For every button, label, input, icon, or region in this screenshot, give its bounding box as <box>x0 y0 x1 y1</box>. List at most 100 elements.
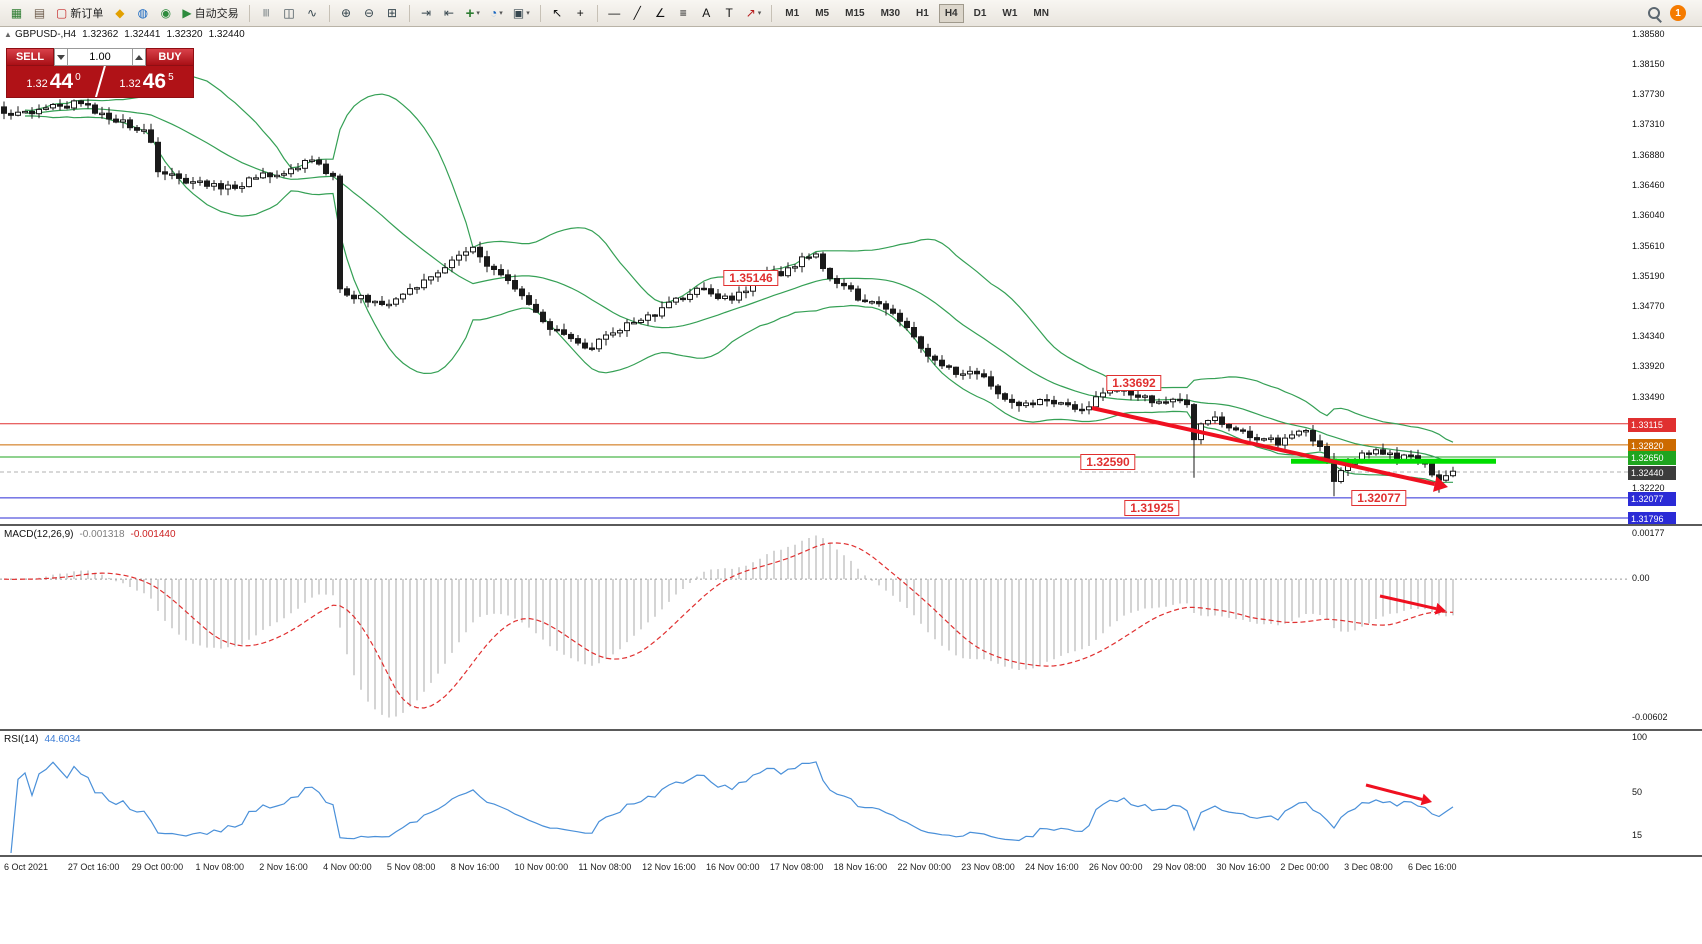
toolbar-button-new-order[interactable]: ▢ 新订单 <box>52 3 107 24</box>
toolbar-button-label-tool[interactable]: T <box>719 3 740 24</box>
time-label: 29 Nov 08:00 <box>1152 862 1207 872</box>
toolbar-button-fibonacci-tool[interactable]: ∠ <box>650 3 671 24</box>
toolbar-button-autotrading[interactable]: ▶ 自动交易 <box>178 3 242 24</box>
toolbar-button-channel-tool[interactable]: ≡ <box>673 3 694 24</box>
panel-separator[interactable] <box>0 855 1702 857</box>
price-tick: 1.37310 <box>1632 119 1665 130</box>
toolbar-button-tile-windows[interactable]: ⊞ <box>382 3 403 24</box>
macd-axis[interactable]: 0.00177 0.00 -0.00602 <box>1628 526 1702 729</box>
toolbar-button-crosshair[interactable]: + <box>570 3 591 24</box>
macd-canvas[interactable] <box>0 526 1702 729</box>
toolbar-separator <box>771 4 773 22</box>
time-label: 11 Nov 08:00 <box>578 862 632 872</box>
timeframe-button-D1[interactable]: D1 <box>973 7 987 19</box>
time-label: 10 Nov 00:00 <box>514 862 569 872</box>
price-annotation[interactable]: 1.32077 <box>1351 490 1407 506</box>
triangle-up-icon <box>135 54 143 60</box>
crosshair-icon: + <box>576 6 584 20</box>
lot-increase-button[interactable] <box>132 48 146 66</box>
toolbar-button-zoom-out[interactable]: ⊖ <box>359 3 380 24</box>
price-tick: 1.36040 <box>1632 209 1665 220</box>
price-axis[interactable]: 1.38580 1.38150 1.37730 1.37310 1.36880 1.364… <box>1628 27 1702 526</box>
rsi-axis[interactable]: 100 50 15 <box>1628 731 1702 855</box>
sell-button[interactable]: SELL <box>6 48 54 66</box>
toolbar-button-new-chart[interactable]: ▦ <box>6 3 27 24</box>
timeframe-button-M5[interactable]: M5 <box>815 7 830 19</box>
cursor-icon: ↖ <box>552 6 563 20</box>
timeframe-button-H4[interactable]: H4 <box>938 3 964 23</box>
market-watch-icon: ◍ <box>137 6 149 20</box>
toolbar-button-text-tool[interactable]: A <box>696 3 717 24</box>
lot-size-input[interactable] <box>68 48 132 66</box>
toolbar-button-community[interactable]: ◉ <box>155 3 176 24</box>
snapshot-icon: ▣ <box>512 6 525 20</box>
timeframe-button-H1[interactable]: H1 <box>916 7 929 19</box>
toolbar-button-market-watch[interactable]: ◍ <box>132 3 153 24</box>
toolbar-button-profiles[interactable]: ▤ <box>29 3 50 24</box>
metaeditor-icon: ◆ <box>115 6 125 20</box>
autotrading-label: 自动交易 <box>194 8 239 20</box>
price-tick: 1.36460 <box>1632 179 1665 190</box>
toolbar-button-auto-scroll[interactable]: ⇥ <box>416 3 437 24</box>
price-chart-canvas[interactable] <box>0 27 1702 524</box>
toolbar-button-indicators[interactable]: + ▾ <box>462 3 484 24</box>
time-label: 16 Nov 00:00 <box>706 862 760 872</box>
ohlc-low: 1.32320 <box>166 29 203 40</box>
sell-price[interactable]: 1.32 44 0 <box>7 66 100 97</box>
macd-panel: MACD(12,26,9) -0.001318 -0.001440 0.00177 … <box>0 526 1702 729</box>
trade-panel-collapse-toggle[interactable]: ▲ <box>4 30 12 39</box>
channel-tool-icon: ≡ <box>679 6 687 20</box>
buy-price[interactable]: 1.32 46 5 <box>100 66 193 97</box>
buy-button[interactable]: BUY <box>146 48 194 66</box>
toolbar-button-hline-tool[interactable]: — <box>604 3 625 24</box>
toolbar-button-chart-bars[interactable]: ||| <box>256 3 277 24</box>
price-tick: 1.32220 <box>1632 482 1665 493</box>
price-annotation[interactable]: 1.35146 <box>723 270 779 286</box>
rsi-header: RSI(14) 44.6034 <box>4 734 81 745</box>
toolbar-button-metaeditor[interactable]: ◆ <box>109 3 130 24</box>
toolbar-button-chart-line[interactable]: ∿ <box>302 3 323 24</box>
toolbar-button-chart-candles[interactable]: ◫ <box>279 3 300 24</box>
timeframe-button-M15[interactable]: M15 <box>845 7 865 19</box>
timeframe-button-MN[interactable]: MN <box>1033 7 1049 19</box>
toolbar-button-chart-shift[interactable]: ⇤ <box>439 3 460 24</box>
toolbar-button-snapshot[interactable]: ▣ ▾ <box>509 3 534 24</box>
panel-separator[interactable] <box>0 524 1702 526</box>
zoom-out-icon: ⊖ <box>364 6 375 20</box>
ohlc-high: 1.32441 <box>124 29 161 40</box>
price-tick: 1.36880 <box>1632 149 1665 160</box>
new-order-icon: ▢ <box>56 6 68 20</box>
cycles-icon: ◔ <box>489 6 498 20</box>
ohlc-info: GBPUSD-,H4 1.32362 1.32441 1.32320 1.32440 <box>15 29 251 40</box>
toolbar-button-cycles[interactable]: ◔ ▾ <box>486 3 507 24</box>
panel-separator[interactable] <box>0 729 1702 731</box>
toolbar-button-trendline-tool[interactable]: ╱ <box>627 3 648 24</box>
toolbar-button-arrows-tool[interactable]: ↗ ▾ <box>742 3 766 24</box>
price-tick: 1.33490 <box>1632 392 1665 403</box>
rsi-canvas[interactable] <box>0 731 1702 855</box>
notification-badge[interactable]: 1 <box>1670 5 1686 21</box>
trendline-tool-icon: ╱ <box>633 6 641 20</box>
dropdown-arrow-icon: ▾ <box>757 10 762 17</box>
time-label: 4 Nov 00:00 <box>323 862 372 872</box>
toolbar-button-zoom-in[interactable]: ⊕ <box>336 3 357 24</box>
dropdown-arrow-icon: ▾ <box>526 10 530 17</box>
price-annotation[interactable]: 1.31925 <box>1124 500 1180 516</box>
toolbar-button-cursor[interactable]: ↖ <box>547 3 568 24</box>
rsi-axis-bottom: 15 <box>1632 830 1643 840</box>
price-tick: 1.38580 <box>1632 28 1665 39</box>
price-annotation[interactable]: 1.33692 <box>1106 375 1162 391</box>
timeframe-button-M30[interactable]: M30 <box>880 7 901 19</box>
timeframe-button-M1[interactable]: M1 <box>785 7 800 19</box>
rsi-panel: RSI(14) 44.6034 100 50 15 <box>0 731 1702 855</box>
lot-decrease-button[interactable] <box>54 48 68 66</box>
timeframe-button-W1[interactable]: W1 <box>1002 7 1018 19</box>
price-badge: 1.33115 <box>1628 417 1676 432</box>
time-axis[interactable]: 6 Oct 2021 27 Oct 16:00 29 Oct 00:00 1 Nov … <box>0 857 1702 877</box>
time-label: 22 Nov 00:00 <box>897 862 951 872</box>
search-icon[interactable] <box>1647 6 1662 21</box>
time-label: 6 Dec 16:00 <box>1408 862 1457 872</box>
toolbar-separator <box>408 4 410 22</box>
price-annotation[interactable]: 1.32590 <box>1080 454 1136 470</box>
